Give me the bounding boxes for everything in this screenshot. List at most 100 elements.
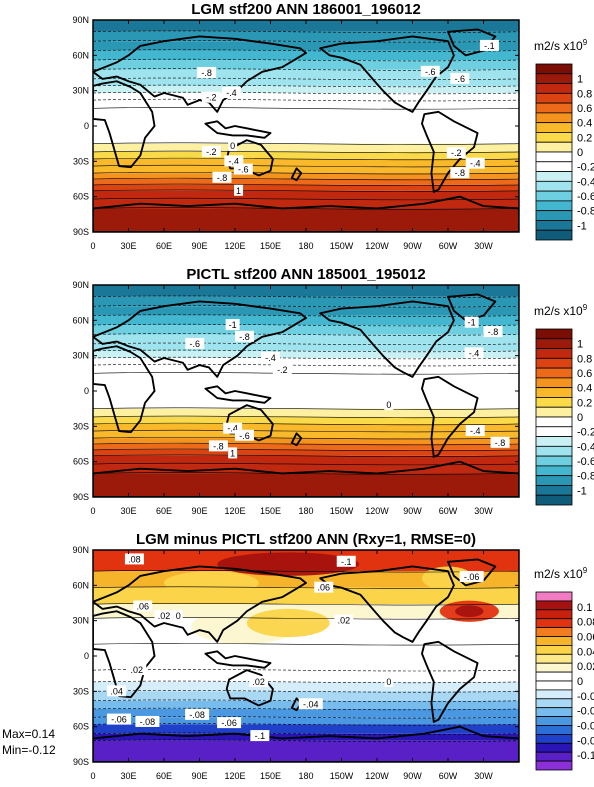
field-band — [93, 717, 519, 725]
x-tick-label: 60E — [156, 771, 172, 781]
colorbar-label: 0.8 — [577, 353, 592, 365]
contour-label: 1 — [234, 184, 244, 196]
field-band — [93, 740, 519, 762]
x-tick-label: 90W — [403, 241, 422, 251]
x-tick-label: 0 — [90, 506, 95, 516]
contour-label: -.8 — [490, 436, 510, 448]
y-tick-label: 30N — [72, 616, 89, 626]
x-tick-label: 120W — [365, 241, 389, 251]
colorbar-swatch — [535, 698, 573, 709]
field-band — [93, 190, 519, 200]
y-tick-label: 0 — [84, 386, 89, 396]
colorbar-swatch — [535, 73, 573, 84]
colorbar-label: -0.2 — [577, 162, 594, 174]
contour-line — [93, 40, 519, 43]
colorbar-label: -0.02 — [577, 691, 594, 703]
field-band — [93, 85, 519, 94]
y-tick-label: 30S — [73, 686, 89, 696]
contour-line — [93, 448, 519, 452]
field-band — [93, 365, 519, 374]
colorbar-swatch — [535, 171, 573, 182]
x-tick-label: 150E — [260, 241, 281, 251]
contour-line — [93, 699, 519, 702]
field-band — [93, 473, 519, 497]
stat-min: Min=-0.12 — [2, 743, 56, 757]
contour-label-text: -.06 — [111, 715, 127, 725]
contour-line — [93, 91, 519, 95]
contour-label-bg — [223, 422, 243, 434]
contour-label-text: .02 — [252, 677, 265, 687]
contour-label-bg — [420, 65, 440, 77]
colorbar-swatch — [535, 494, 573, 506]
colorbar-label: 0.02 — [577, 661, 594, 673]
contour-label: -.6 — [185, 337, 205, 349]
y-tick-label: 30S — [73, 156, 89, 166]
contour-label-bg — [208, 440, 228, 452]
colorbar-swatch — [535, 618, 573, 629]
contour-label-bg — [384, 399, 394, 411]
colorbar-swatch — [535, 377, 573, 389]
map-panel: LGM minus PICTL stf200 ANN (Rxy=1, RMSE=… — [2, 531, 594, 781]
x-tick-label: 30W — [474, 241, 493, 251]
field-band — [93, 691, 519, 701]
contour-line — [93, 739, 519, 742]
contour-label: 0 — [384, 675, 394, 687]
field-band — [93, 315, 519, 326]
colorbar-swatch — [535, 229, 573, 241]
contour-label-bg — [464, 347, 484, 359]
contour-label-text: .04 — [110, 686, 123, 696]
colorbar-label: 0.2 — [577, 397, 592, 409]
field-band — [93, 108, 519, 144]
contour-line — [93, 68, 519, 71]
contour-label: -.06 — [107, 713, 132, 725]
colorbar-swatch — [535, 725, 573, 735]
contour-line — [93, 189, 519, 192]
contour-label-bg — [234, 429, 254, 441]
contour-label-text: -.1 — [255, 731, 266, 741]
colorbar-swatch — [535, 751, 573, 762]
colorbar-label: 0.2 — [577, 132, 592, 144]
colorbar-label: -1 — [577, 220, 587, 232]
contour-label-text: -.4 — [265, 353, 276, 363]
x-tick-label: 180 — [298, 241, 313, 251]
contour-label-bg — [228, 447, 238, 459]
contour-label-text: -.06 — [464, 572, 480, 582]
field-band — [93, 93, 519, 101]
contour-label-bg — [221, 87, 241, 99]
contour-line — [93, 77, 519, 81]
colorbar-label: -0.04 — [577, 706, 594, 718]
contour-label: -.8 — [212, 171, 232, 183]
contour-label: -.2 — [201, 91, 221, 103]
contour-line — [93, 349, 519, 353]
contour-line — [93, 58, 519, 62]
colorbar-label: 0.6 — [577, 368, 592, 380]
contour-label-bg — [464, 316, 479, 328]
contour-label-text: 1 — [236, 186, 241, 196]
colorbar: 1 0.8 0.6 0.4 0.2 0 -0.2 -0.4 -0.6 -0.8 -1 — [535, 63, 594, 241]
contour-line — [93, 30, 519, 33]
y-tick-label: 0 — [84, 121, 89, 131]
contour-label-bg — [234, 330, 254, 342]
x-tick-label: 120E — [224, 506, 245, 516]
contour-label: -.1 — [250, 730, 270, 742]
contour-label-text: -.06 — [221, 718, 237, 728]
contour-label-text: .02 — [338, 616, 351, 626]
field-band — [93, 464, 519, 474]
colorbar-swatch — [535, 609, 573, 620]
colorbar-swatch — [535, 387, 573, 398]
field-band — [93, 60, 519, 70]
colorbar-swatch — [535, 406, 573, 418]
colorbar-label: 0 — [577, 412, 583, 424]
field-band — [93, 69, 519, 79]
contour-label-bg — [234, 184, 244, 196]
colorbar: 0.1 0.08 0.06 0.04 0.02 0 -0.02 -0.04 -0.06 -0.08… — [535, 591, 594, 771]
contour-label-bg — [465, 157, 485, 169]
colorbar-label: -0.4 — [577, 441, 594, 453]
field-band — [93, 587, 519, 605]
colorbar-unit-exponent: 9 — [583, 303, 588, 312]
contour-line — [93, 643, 519, 646]
colorbar-label: 0.04 — [577, 646, 594, 658]
contour-label-text: -.2 — [277, 365, 288, 375]
field-band — [93, 100, 519, 109]
contour-label-text: 0 — [386, 400, 391, 410]
